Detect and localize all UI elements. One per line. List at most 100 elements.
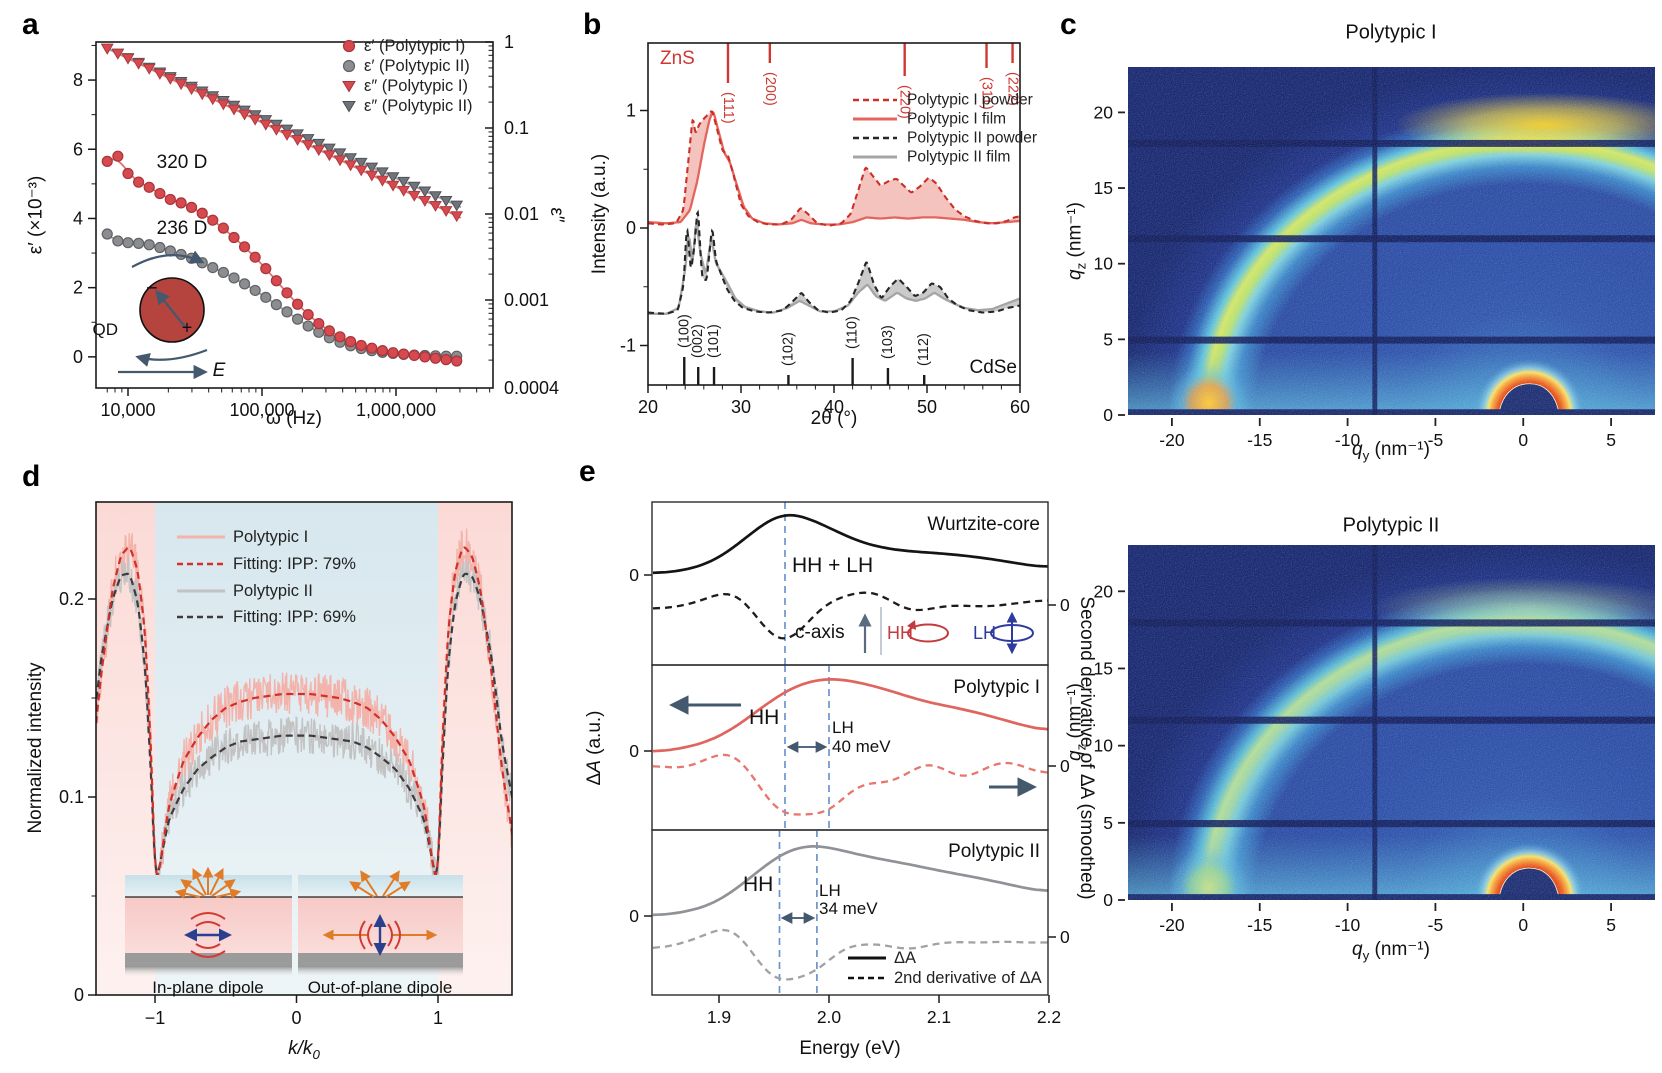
svg-text:0.0004: 0.0004 [504,378,559,398]
giwaxs-image [1128,67,1655,415]
dipole-orientation-inset-graphic [125,866,463,976]
xrd-chart: (111) (200) (220) (311) (222) (100)(002) (101)… [620,42,1037,417]
svg-text:60: 60 [1010,397,1030,417]
panel-c-polytypic-1: c Polytypic I 0 5 10 15 20 -20 -15 -10 -5 0 5 qz (… [1060,0,1662,470]
svg-text:2.1: 2.1 [927,1007,951,1027]
splitting-34mev-annotation: 34 meV [819,899,878,918]
svg-text:0: 0 [629,565,639,585]
svg-text:10: 10 [1094,254,1114,274]
svg-text:1.9: 1.9 [707,1007,731,1027]
panel-e: e 0 0 0 0 0 0 1.9 2.0 2.1 2.2 ΔA 2nd derivative of … [565,450,1110,1073]
svg-text:0.2: 0.2 [59,589,84,609]
svg-text:5: 5 [1103,329,1113,349]
svg-text:50: 50 [917,397,937,417]
panel-b-xlabel: 2θ (°) [810,408,858,429]
hh-top-annotation: HH [887,623,913,643]
dipole-moment-236D: 236 D [156,218,208,239]
svg-text:2.2: 2.2 [1037,1007,1061,1027]
svg-text:5: 5 [1103,813,1113,833]
lh-annotation-sub3: LH [819,881,841,900]
svg-text:0: 0 [1060,756,1070,776]
cdse-reference-label: CdSe [969,357,1017,378]
svg-text:ε″ (Polytypic II): ε″ (Polytypic II) [364,97,473,115]
giwaxs-1-title: Polytypic I [1345,21,1437,44]
svg-text:0: 0 [1060,927,1070,947]
svg-text:20: 20 [1094,102,1114,122]
svg-text:(101): (101) [706,324,722,358]
svg-text:(222): (222) [1005,72,1021,106]
svg-text:Fitting: IPP: 79%: Fitting: IPP: 79% [233,555,356,573]
svg-text:2nd derivative of ΔA: 2nd derivative of ΔA [894,969,1042,987]
polytypic-2-label: Polytypic II [948,841,1040,862]
svg-text:20: 20 [638,397,658,417]
panel-d-ylabel: Normalized intensity [25,662,46,834]
svg-text:0: 0 [629,906,639,926]
svg-text:-5: -5 [1428,430,1444,450]
svg-text:(102): (102) [780,332,796,366]
svg-text:1: 1 [504,32,514,52]
svg-text:−1: −1 [145,1008,166,1028]
svg-text:(110): (110) [845,316,861,349]
panel-a: a 10,000 100,000 1,000,000 0 2 4 6 8 1 0.1 0.01 0.0… [0,0,567,450]
splitting-40mev-annotation: 40 meV [832,737,891,756]
svg-text:15: 15 [1094,178,1113,198]
svg-text:ΔA: ΔA [894,949,916,967]
svg-text:5: 5 [1606,915,1616,935]
svg-text:-20: -20 [1159,915,1185,935]
transient-absorption-chart: 0 0 0 0 0 0 1.9 2.0 2.1 2.2 ΔA 2nd derivative of ΔA [629,501,1070,1027]
svg-text:(220): (220) [897,85,913,119]
panel-d-label: d [22,460,41,493]
panel-c-label: c [1060,8,1077,41]
giwaxs-polytypic-1-image: 0 5 10 15 20 -20 -15 -10 -5 0 5 [1094,67,1655,450]
minus-charge-label: − [146,277,158,300]
svg-text:Polytypic I: Polytypic I [233,528,308,546]
svg-text:5: 5 [1606,430,1616,450]
panel-b: b (111) (200) (220) (311) (222) (100) (002) (10… [565,0,1060,450]
svg-text:(112): (112) [916,333,932,366]
svg-text:(111): (111) [720,92,736,124]
panel-e-ylabel: ΔA (a.u.) [584,710,605,786]
hh-annotation-sub2: HH [749,706,780,729]
svg-text:-15: -15 [1247,430,1272,450]
svg-text:-15: -15 [1247,915,1272,935]
out-of-plane-dipole-diagram [298,870,463,976]
svg-text:0: 0 [1103,405,1113,425]
svg-text:0.001: 0.001 [504,290,549,310]
svg-text:Polytypic II: Polytypic II [233,582,313,600]
svg-text:0: 0 [1518,430,1528,450]
svg-text:4: 4 [73,208,83,228]
svg-text:0: 0 [1103,890,1113,910]
panel-d: d −1 0 1 0 0.1 0.2 Polytypic I Fitting: IPP: 79… [0,450,565,1073]
qd-dipole-inset-graphic [118,250,208,380]
svg-text:(103): (103) [880,325,896,359]
svg-text:(100): (100) [676,314,692,348]
svg-text:2.0: 2.0 [817,1007,842,1027]
panel-c-polytypic-2: Polytypic II 0 5 10 15 20 -20 -15 -10 -5 0 5 qz (n… [1060,460,1662,1073]
svg-text:10: 10 [1094,736,1114,756]
zns-reference-label: ZnS [660,48,695,69]
svg-text:(200): (200) [762,72,778,106]
in-plane-dipole-label: In-plane dipole [152,978,264,997]
svg-text:(002): (002) [690,324,706,358]
svg-text:Polytypic II film: Polytypic II film [907,149,1010,166]
svg-text:0: 0 [1518,915,1528,935]
in-plane-dipole-diagram [125,866,292,976]
svg-text:0.01: 0.01 [504,204,539,224]
giwaxs-1-ylabel: qz (nm⁻¹) [1064,202,1089,280]
permittivity-chart: 10,000 100,000 1,000,000 0 2 4 6 8 1 0.1 0.01 0.001… [73,32,559,420]
svg-text:40: 40 [824,397,844,417]
panel-a-xlabel: ω (Hz) [266,408,322,429]
giwaxs-image [1128,545,1655,900]
hh-annotation-sub3: HH [743,873,774,896]
svg-text:8: 8 [73,70,83,90]
svg-text:Fitting: IPP: 69%: Fitting: IPP: 69% [233,608,356,626]
svg-text:-5: -5 [1428,915,1444,935]
plus-charge-label: + [181,317,193,338]
xrd-series-group [648,110,1020,315]
qd-label: QD [92,320,119,339]
svg-text:100,000: 100,000 [229,400,294,420]
ta-subpanel-1 [652,502,1048,665]
giwaxs-2-title: Polytypic II [1342,514,1440,537]
wurtzite-core-label: Wurtzite-core [927,514,1040,535]
